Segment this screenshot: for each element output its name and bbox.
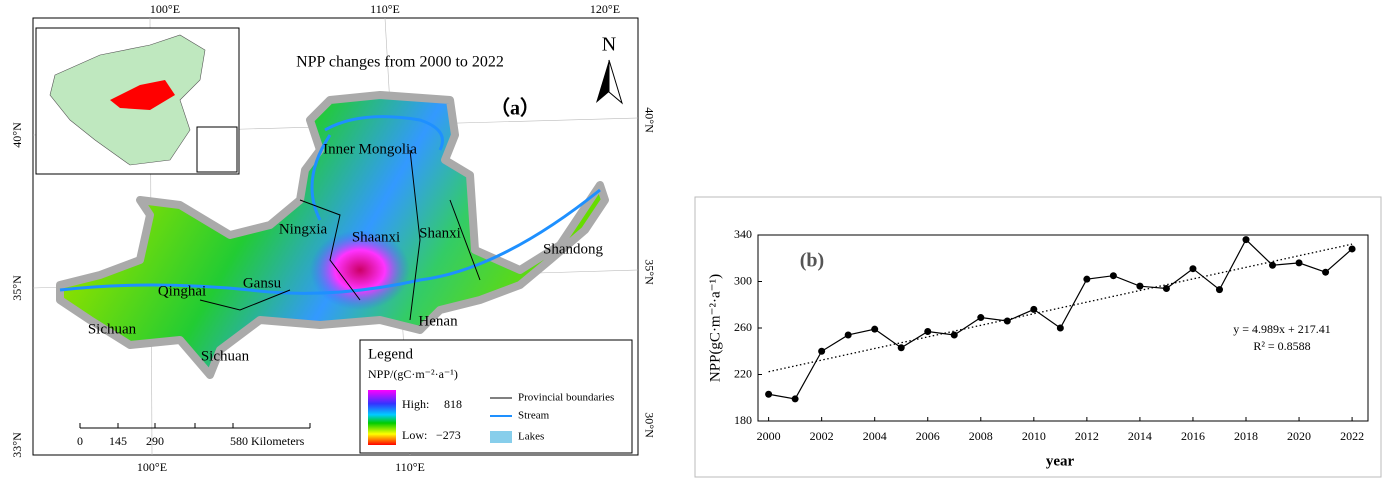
data-point bbox=[818, 348, 825, 355]
panel-label: (b) bbox=[800, 250, 824, 272]
data-point bbox=[871, 326, 878, 333]
data-point bbox=[924, 328, 931, 335]
x-tick-label: 2004 bbox=[863, 429, 887, 443]
y-axis-label: NPP(gC·m⁻²·a⁻¹) bbox=[707, 274, 723, 382]
province-label: Sichuan bbox=[201, 348, 250, 364]
x-tick-label: 2010 bbox=[1022, 429, 1046, 443]
data-point bbox=[1189, 265, 1196, 272]
scale-label: 145 bbox=[109, 434, 127, 448]
data-point bbox=[845, 331, 852, 338]
lat-label: 35°N bbox=[10, 275, 24, 301]
trend-r2: R² = 0.8588 bbox=[1253, 339, 1310, 353]
data-point bbox=[1030, 306, 1037, 313]
scale-label: 290 bbox=[146, 434, 164, 448]
legend-ramp bbox=[368, 390, 396, 445]
figure: N NPP changes from 2000 to 2022 （a） 100°… bbox=[0, 0, 1383, 479]
data-point bbox=[951, 331, 958, 338]
data-point bbox=[1004, 318, 1011, 325]
data-point bbox=[1163, 285, 1170, 292]
province-label: Shaanxi bbox=[352, 229, 400, 245]
data-point bbox=[792, 395, 799, 402]
province-label: Inner Mongolia bbox=[323, 141, 417, 157]
legend-text: Stream bbox=[518, 410, 550, 422]
y-tick-label: 340 bbox=[734, 227, 752, 241]
legend-text: High: bbox=[402, 397, 429, 411]
legend-text: Provincial boundaries bbox=[518, 392, 614, 404]
legend-text: Lakes bbox=[518, 431, 544, 443]
lon-label: 110°E bbox=[395, 460, 425, 474]
x-tick-label: 2008 bbox=[969, 429, 993, 443]
data-point bbox=[765, 391, 772, 398]
scale-label: 580 Kilometers bbox=[230, 434, 305, 448]
data-point bbox=[1269, 262, 1276, 269]
inset-sea bbox=[197, 127, 237, 172]
province-label: Qinghai bbox=[158, 283, 206, 299]
y-tick-label: 260 bbox=[734, 320, 752, 334]
lat-label: 30°N bbox=[642, 412, 656, 438]
map-panel: N NPP changes from 2000 to 2022 （a） 100°… bbox=[10, 2, 657, 474]
province-label: Henan bbox=[418, 313, 458, 329]
x-tick-label: 2020 bbox=[1287, 429, 1311, 443]
x-tick-label: 2000 bbox=[757, 429, 781, 443]
x-tick-label: 2002 bbox=[810, 429, 834, 443]
x-tick-label: 2014 bbox=[1128, 429, 1152, 443]
lat-label: 35°N bbox=[642, 259, 656, 285]
legend-swatch bbox=[490, 431, 512, 443]
x-tick-label: 2016 bbox=[1181, 429, 1205, 443]
x-tick-label: 2012 bbox=[1075, 429, 1099, 443]
data-point bbox=[1296, 259, 1303, 266]
legend-text: 818 bbox=[444, 397, 462, 411]
data-point bbox=[1057, 325, 1064, 332]
legend-title: Legend bbox=[368, 346, 413, 362]
legend-unit: NPP/(gC·m⁻²·a⁻¹) bbox=[368, 367, 458, 381]
province-label: Ningxia bbox=[279, 221, 328, 237]
province-label: Gansu bbox=[243, 275, 282, 291]
legend-text: Low: bbox=[402, 428, 427, 442]
panel-label: （a） bbox=[490, 97, 540, 120]
scale-label: 0 bbox=[77, 434, 83, 448]
north-label: N bbox=[602, 34, 616, 56]
data-point bbox=[977, 314, 984, 321]
province-label: Shanxi bbox=[419, 225, 461, 241]
lat-label: 33°N bbox=[10, 432, 24, 458]
lat-label: 40°N bbox=[10, 122, 24, 148]
x-tick-label: 2018 bbox=[1234, 429, 1258, 443]
lon-label: 100°E bbox=[150, 2, 180, 16]
province-label: Shandong bbox=[543, 241, 604, 257]
x-tick-label: 2022 bbox=[1340, 429, 1364, 443]
lon-label: 100°E bbox=[137, 460, 167, 474]
data-point bbox=[1110, 272, 1117, 279]
lat-label: 40°N bbox=[642, 107, 656, 133]
province-label: Sichuan bbox=[88, 321, 137, 337]
y-tick-label: 300 bbox=[734, 273, 752, 287]
y-tick-label: 180 bbox=[734, 413, 752, 427]
data-point bbox=[898, 344, 905, 351]
data-point bbox=[1322, 269, 1329, 276]
y-tick-label: 220 bbox=[734, 366, 752, 380]
lon-label: 120°E bbox=[590, 2, 620, 16]
data-point bbox=[1216, 286, 1223, 293]
map-title: NPP changes from 2000 to 2022 bbox=[296, 54, 504, 71]
data-point bbox=[1243, 236, 1250, 243]
x-tick-label: 2006 bbox=[916, 429, 940, 443]
x-axis-label: year bbox=[1046, 453, 1075, 469]
data-point bbox=[1083, 276, 1090, 283]
data-point bbox=[1349, 245, 1356, 252]
lon-label: 110°E bbox=[370, 2, 400, 16]
legend-text: −273 bbox=[436, 428, 461, 442]
data-point bbox=[1136, 283, 1143, 290]
trend-equation: y = 4.989x + 217.41 bbox=[1233, 322, 1331, 336]
